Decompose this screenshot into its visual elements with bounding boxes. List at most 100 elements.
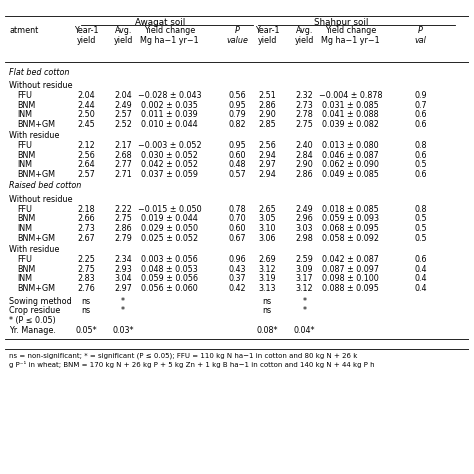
Text: 0.049 ± 0.085: 0.049 ± 0.085: [322, 170, 379, 179]
Text: 3.05: 3.05: [258, 214, 276, 223]
Text: INM: INM: [18, 161, 33, 170]
Text: BNM+GM: BNM+GM: [18, 284, 56, 293]
Text: 2.85: 2.85: [258, 120, 276, 129]
Text: 2.75: 2.75: [114, 214, 132, 223]
Text: 2.57: 2.57: [77, 170, 95, 179]
Text: 0.5: 0.5: [414, 161, 427, 170]
Text: 0.087 ± 0.097: 0.087 ± 0.097: [322, 264, 379, 273]
Text: 2.50: 2.50: [77, 110, 95, 119]
Text: 2.25: 2.25: [77, 255, 95, 264]
Text: 2.73: 2.73: [77, 224, 95, 233]
Text: 2.44: 2.44: [77, 100, 95, 109]
Text: −0.028 ± 0.043: −0.028 ± 0.043: [138, 91, 201, 100]
Text: 2.77: 2.77: [114, 161, 132, 170]
Text: 0.78: 0.78: [228, 205, 246, 214]
Text: FFU: FFU: [18, 141, 33, 150]
Text: 2.84: 2.84: [296, 151, 313, 160]
Text: INM: INM: [18, 110, 33, 119]
Text: 2.56: 2.56: [77, 151, 95, 160]
Text: BNM+GM: BNM+GM: [18, 120, 56, 129]
Text: 0.018 ± 0.085: 0.018 ± 0.085: [322, 205, 379, 214]
Text: 3.04: 3.04: [114, 274, 132, 283]
Text: 0.37: 0.37: [228, 274, 246, 283]
Text: 3.09: 3.09: [296, 264, 313, 273]
Text: 0.56: 0.56: [228, 91, 246, 100]
Text: Raised bed cotton: Raised bed cotton: [9, 182, 82, 191]
Text: BNM+GM: BNM+GM: [18, 170, 56, 179]
Text: 0.031 ± 0.085: 0.031 ± 0.085: [322, 100, 379, 109]
Text: INM: INM: [18, 274, 33, 283]
Text: 2.73: 2.73: [295, 100, 313, 109]
Text: 2.90: 2.90: [258, 110, 276, 119]
Text: 0.025 ± 0.052: 0.025 ± 0.052: [141, 234, 198, 243]
Text: 0.002 ± 0.035: 0.002 ± 0.035: [141, 100, 198, 109]
Text: 2.34: 2.34: [114, 255, 132, 264]
Text: 0.059 ± 0.093: 0.059 ± 0.093: [322, 214, 379, 223]
Text: 2.57: 2.57: [114, 110, 132, 119]
Text: 2.86: 2.86: [258, 100, 276, 109]
Text: 2.69: 2.69: [258, 255, 276, 264]
Text: With residue: With residue: [9, 131, 60, 140]
Text: 3.19: 3.19: [258, 274, 276, 283]
Text: Crop residue: Crop residue: [9, 306, 61, 315]
Text: 2.67: 2.67: [77, 234, 95, 243]
Text: 2.22: 2.22: [114, 205, 132, 214]
Text: 0.6: 0.6: [414, 255, 427, 264]
Text: Flat bed cotton: Flat bed cotton: [9, 68, 70, 77]
Text: 0.048 ± 0.053: 0.048 ± 0.053: [141, 264, 198, 273]
Text: 0.6: 0.6: [414, 110, 427, 119]
Text: BNM: BNM: [18, 100, 36, 109]
Text: Sowing method: Sowing method: [9, 297, 72, 306]
Text: 2.12: 2.12: [77, 141, 95, 150]
Text: *: *: [121, 297, 125, 306]
Text: 0.059 ± 0.056: 0.059 ± 0.056: [141, 274, 198, 283]
Text: * (P ≤ 0.05): * (P ≤ 0.05): [9, 316, 56, 325]
Text: 0.062 ± 0.090: 0.062 ± 0.090: [322, 161, 379, 170]
Text: 0.013 ± 0.080: 0.013 ± 0.080: [322, 141, 379, 150]
Text: 2.04: 2.04: [114, 91, 132, 100]
Text: 3.03: 3.03: [296, 224, 313, 233]
Text: 0.037 ± 0.059: 0.037 ± 0.059: [141, 170, 198, 179]
Text: 2.51: 2.51: [258, 91, 276, 100]
Text: 0.042 ± 0.087: 0.042 ± 0.087: [322, 255, 379, 264]
Text: 2.66: 2.66: [77, 214, 95, 223]
Text: ns: ns: [82, 306, 91, 315]
Text: 0.03*: 0.03*: [112, 326, 134, 335]
Text: 2.83: 2.83: [77, 274, 95, 283]
Text: 0.098 ± 0.100: 0.098 ± 0.100: [322, 274, 379, 283]
Text: 2.78: 2.78: [295, 110, 313, 119]
Text: 0.95: 0.95: [228, 100, 246, 109]
Text: With residue: With residue: [9, 245, 60, 254]
Text: 0.029 ± 0.050: 0.029 ± 0.050: [141, 224, 198, 233]
Text: Year-1
yield: Year-1 yield: [255, 26, 280, 45]
Text: ns = non-significant; * = significant (P ≤ 0.05); FFU = 110 kg N ha−1 in cotton : ns = non-significant; * = significant (P…: [9, 352, 358, 359]
Text: 0.4: 0.4: [414, 284, 427, 293]
Text: INM: INM: [18, 224, 33, 233]
Text: 0.010 ± 0.044: 0.010 ± 0.044: [141, 120, 198, 129]
Text: 2.94: 2.94: [258, 170, 276, 179]
Text: 0.6: 0.6: [414, 170, 427, 179]
Text: 2.98: 2.98: [295, 234, 313, 243]
Text: Year-1
yield: Year-1 yield: [74, 26, 98, 45]
Text: atment: atment: [9, 26, 39, 35]
Text: BNM: BNM: [18, 151, 36, 160]
Text: ns: ns: [263, 297, 272, 306]
Text: 0.5: 0.5: [414, 224, 427, 233]
Text: 2.71: 2.71: [114, 170, 132, 179]
Text: 2.86: 2.86: [296, 170, 313, 179]
Text: 0.011 ± 0.039: 0.011 ± 0.039: [141, 110, 198, 119]
Text: 0.019 ± 0.044: 0.019 ± 0.044: [141, 214, 198, 223]
Text: 0.6: 0.6: [414, 151, 427, 160]
Text: 2.68: 2.68: [114, 151, 132, 160]
Text: Without residue: Without residue: [9, 195, 73, 204]
Text: Without residue: Without residue: [9, 81, 73, 90]
Text: 0.5: 0.5: [414, 234, 427, 243]
Text: 2.96: 2.96: [295, 214, 313, 223]
Text: 0.8: 0.8: [414, 141, 427, 150]
Text: 0.8: 0.8: [414, 205, 427, 214]
Text: FFU: FFU: [18, 91, 33, 100]
Text: Yield change
Mg ha−1 yr−1: Yield change Mg ha−1 yr−1: [321, 26, 380, 45]
Text: FFU: FFU: [18, 255, 33, 264]
Text: g P⁻¹ in wheat; BNM = 170 kg N + 26 kg P + 5 kg Zn + 1 kg B ha−1 in cotton and 1: g P⁻¹ in wheat; BNM = 170 kg N + 26 kg P…: [9, 361, 375, 367]
Text: 0.04*: 0.04*: [293, 326, 315, 335]
